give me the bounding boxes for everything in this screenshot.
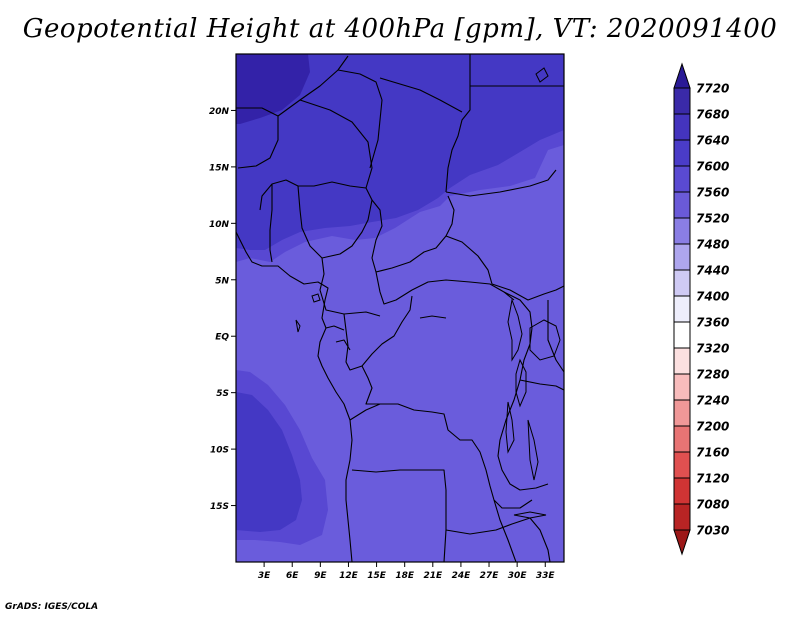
lon-tick-label: 6E xyxy=(286,571,299,581)
colorbar-label: 7520 xyxy=(696,212,729,226)
colorbar-label: 7120 xyxy=(696,472,729,486)
lat-tick-label: 15S xyxy=(210,502,229,512)
lat-tick-label: EQ xyxy=(215,333,229,343)
colorbar-box xyxy=(673,295,691,323)
colorbar-box xyxy=(673,477,691,505)
colorbar-extend-bottom xyxy=(673,529,691,556)
chart-title: Geopotential Height at 400hPa [gpm], VT:… xyxy=(22,14,778,44)
colorbar-label: 7030 xyxy=(696,524,729,538)
colorbar-label: 7600 xyxy=(696,160,729,174)
field-band-7640 xyxy=(236,54,564,250)
colorbar-box xyxy=(673,243,691,271)
lon-tick-label: 30E xyxy=(508,571,528,581)
colorbar-label: 7400 xyxy=(696,290,729,304)
colorbar-label: 7680 xyxy=(696,108,729,122)
lon-tick-label: 27E xyxy=(480,571,500,581)
colorbar-box xyxy=(673,451,691,479)
colorbar-label: 7080 xyxy=(696,498,729,512)
grads-credit: GrADS: IGES/COLA xyxy=(5,602,99,612)
colorbar-box xyxy=(673,165,691,193)
lat-tick-label: 5N xyxy=(215,276,229,286)
lon-tick-label: 24E xyxy=(452,571,472,581)
colorbar-label: 7200 xyxy=(696,420,729,434)
colorbar-box xyxy=(673,425,691,453)
lon-tick-label: 33E xyxy=(536,571,556,581)
colorbar-box xyxy=(673,113,691,141)
lon-tick-label: 15E xyxy=(367,571,387,581)
colorbar-label: 7480 xyxy=(696,238,729,252)
colorbar-label: 7320 xyxy=(696,342,729,356)
lat-tick-label: 5S xyxy=(216,389,229,399)
lon-tick-label: 9E xyxy=(314,571,327,581)
colorbar-extend-top xyxy=(673,62,691,89)
colorbar-box xyxy=(673,347,691,375)
colorbar-box xyxy=(673,217,691,245)
lat-tick-label: 10N xyxy=(209,220,230,230)
lakes xyxy=(505,298,561,519)
map-frame xyxy=(235,53,565,563)
colorbar-label: 7240 xyxy=(696,394,729,408)
lat-tick-label: 20N xyxy=(209,107,230,117)
field-band-7640-west xyxy=(236,392,302,532)
islands xyxy=(295,67,549,333)
colorbar-label: 7280 xyxy=(696,368,729,382)
colorbar: 7720 7680 7640 7600 7560 7520 7480 7440 7400 7360… xyxy=(673,62,729,556)
country-borders xyxy=(236,54,564,562)
lon-tick-label: 3E xyxy=(258,571,271,581)
colorbar-box xyxy=(673,191,691,219)
lon-tick-label: 18E xyxy=(395,571,415,581)
colorbar-box xyxy=(673,321,691,349)
colorbar-box xyxy=(673,139,691,167)
lat-tick-label: 15N xyxy=(209,163,230,173)
colorbar-box xyxy=(673,399,691,427)
colorbar-box xyxy=(673,87,691,115)
colorbar-label: 7440 xyxy=(696,264,729,278)
lat-tick-label: 10S xyxy=(210,446,229,456)
colorbar-label: 7640 xyxy=(696,134,729,148)
latitude-axis: 20N 15N 10N 5N EQ 5S 10S 15S xyxy=(209,107,236,512)
colorbar-box xyxy=(673,269,691,297)
colorbar-label: 7160 xyxy=(696,446,729,460)
longitude-axis: 3E 6E 9E 12E 15E 18E 21E 24E 27E 30E 33E xyxy=(258,562,556,581)
colorbar-label: 7560 xyxy=(696,186,729,200)
colorbar-box xyxy=(673,373,691,401)
field-max-northwest xyxy=(236,54,310,124)
colorbar-label: 7720 xyxy=(696,82,729,96)
colorbar-box xyxy=(673,503,691,531)
colorbar-label: 7360 xyxy=(696,316,729,330)
lon-tick-label: 21E xyxy=(423,571,443,581)
lon-tick-label: 12E xyxy=(339,571,359,581)
